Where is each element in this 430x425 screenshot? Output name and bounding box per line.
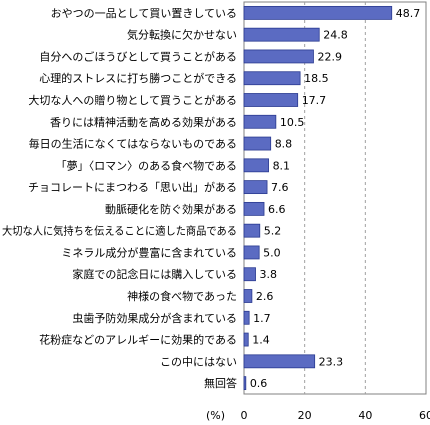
value-label: 0.6 bbox=[250, 377, 268, 390]
bar bbox=[243, 114, 277, 129]
x-tick-label: 40 bbox=[358, 409, 372, 422]
value-label: 1.7 bbox=[253, 312, 271, 325]
bar bbox=[243, 376, 247, 391]
category-label: チョコレートにまつわる「思い出」がある bbox=[28, 180, 237, 194]
bar bbox=[243, 223, 261, 238]
value-label: 2.6 bbox=[256, 290, 273, 303]
value-label: 24.8 bbox=[323, 29, 348, 42]
category-label: 自分へのごほうびとして買うことがある bbox=[39, 49, 237, 63]
unit-label: (%) bbox=[206, 409, 225, 422]
bar bbox=[243, 354, 316, 369]
category-label: 無回答 bbox=[204, 376, 237, 390]
value-label: 5.2 bbox=[264, 225, 282, 238]
category-label: 動脈硬化を防ぐ効果がある bbox=[105, 202, 237, 216]
category-label: 家庭での記念日には購入している bbox=[72, 267, 237, 281]
value-label: 3.8 bbox=[260, 268, 278, 281]
value-labels: 48.7 24.8 22.9 18.5 17.7 10.5 8.8 8.1 7.6 6.6 5.2 5… bbox=[250, 7, 420, 390]
category-label: 気分転換に欠かせない bbox=[127, 28, 237, 42]
bar bbox=[243, 289, 253, 303]
x-tick-labels: 0 20 40 60 bbox=[241, 409, 430, 422]
x-tick-label: 20 bbox=[298, 409, 312, 422]
category-label: おやつの一品として買い置きしている bbox=[51, 7, 237, 20]
value-label: 5.0 bbox=[263, 246, 281, 259]
value-label: 7.6 bbox=[271, 181, 289, 194]
bar bbox=[243, 245, 260, 260]
category-label: 「夢」〈ロマン〉のある食べ物である bbox=[56, 158, 237, 172]
bar bbox=[243, 158, 269, 173]
bar bbox=[243, 310, 250, 325]
bar bbox=[243, 93, 299, 107]
bar bbox=[243, 27, 320, 42]
bar bbox=[243, 71, 301, 86]
category-label: 毎日の生活になくてはならないものである bbox=[29, 137, 237, 151]
x-tick-label: 60 bbox=[419, 409, 430, 422]
value-label: 1.4 bbox=[252, 334, 270, 347]
value-label: 6.6 bbox=[268, 203, 286, 216]
value-label: 10.5 bbox=[280, 116, 305, 129]
category-label: 大切な人への贈り物として買うことがある bbox=[28, 93, 237, 107]
category-label: 心理的ストレスに打ち勝つことができる bbox=[39, 71, 237, 85]
grid-lines bbox=[304, 2, 366, 394]
category-label: 神様の食べ物であった bbox=[127, 289, 237, 303]
category-label: 花粉症などのアレルギーに効果的である bbox=[39, 333, 237, 347]
bar bbox=[243, 267, 256, 282]
category-label: この中にはない bbox=[160, 355, 237, 368]
value-label: 22.9 bbox=[317, 50, 342, 63]
category-label: ミネラル成分が豊富に含まれている bbox=[61, 245, 237, 259]
bar bbox=[243, 136, 272, 151]
plot-frame bbox=[243, 1, 427, 395]
category-label: 大切な人に気持ちを伝えることに適した商品である bbox=[2, 224, 237, 238]
bars-group bbox=[243, 5, 393, 391]
value-label: 23.3 bbox=[319, 355, 344, 368]
value-label: 17.7 bbox=[302, 94, 327, 107]
value-label: 48.7 bbox=[396, 7, 421, 20]
bar bbox=[243, 180, 268, 195]
category-label: 虫歯予防効果成分が含まれている bbox=[72, 311, 237, 325]
bar bbox=[243, 5, 393, 20]
bar bbox=[243, 49, 314, 64]
value-label: 8.1 bbox=[273, 159, 291, 172]
value-label: 8.8 bbox=[275, 138, 293, 151]
category-label: 香りには精神活動を高める効果がある bbox=[50, 115, 237, 129]
bar bbox=[243, 201, 265, 216]
bar bbox=[243, 332, 249, 347]
value-label: 18.5 bbox=[304, 72, 329, 85]
x-tick-label: 0 bbox=[241, 409, 248, 422]
category-labels: おやつの一品として買い置きしている気分転換に欠かせない自分へのごほうびとして買う… bbox=[2, 7, 237, 390]
